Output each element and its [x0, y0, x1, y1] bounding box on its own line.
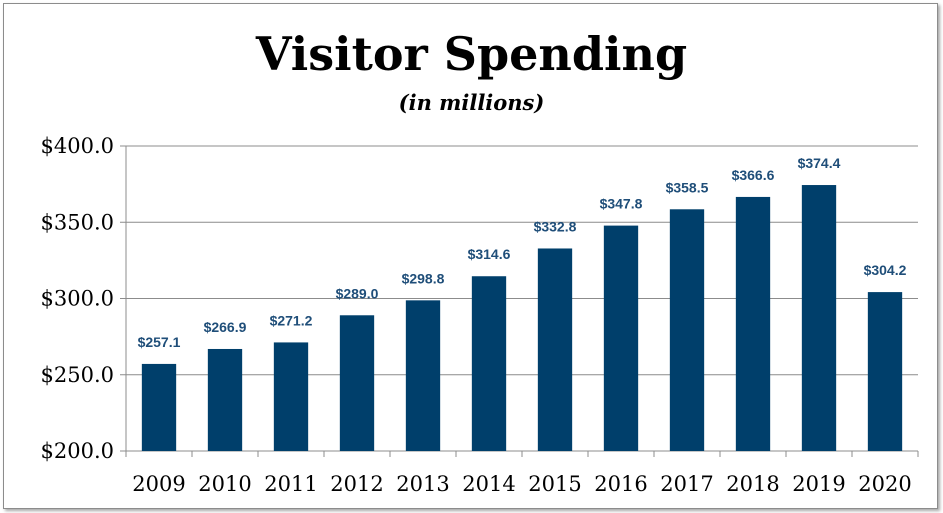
- data-label: $314.6: [468, 246, 511, 262]
- bar: [669, 209, 705, 451]
- bar: [735, 196, 771, 451]
- chart-subtitle: (in millions): [398, 90, 545, 115]
- x-tick-label: 2018: [726, 472, 779, 496]
- bar: [405, 300, 441, 451]
- data-label: $298.8: [402, 270, 445, 286]
- x-tick-label: 2015: [528, 472, 581, 496]
- x-tick-label: 2020: [858, 472, 911, 496]
- bar: [207, 348, 243, 451]
- y-tick-label: $350.0: [41, 210, 114, 234]
- axes: [125, 146, 919, 457]
- data-label: $289.0: [336, 285, 379, 301]
- bar: [141, 363, 177, 451]
- data-label: $332.8: [534, 218, 577, 234]
- y-tick-label: $250.0: [41, 363, 114, 387]
- x-tick-label: 2014: [462, 472, 515, 496]
- bar: [603, 225, 639, 451]
- x-tick-label: 2011: [264, 472, 317, 496]
- bar: [801, 185, 837, 452]
- data-label: $304.2: [864, 262, 907, 278]
- data-label: $374.4: [798, 155, 841, 171]
- y-tick-label: $200.0: [41, 439, 114, 463]
- y-tick-label: $300.0: [41, 287, 114, 311]
- chart-title: Visitor Spending: [255, 27, 688, 81]
- y-tick-label: $400.0: [41, 134, 114, 158]
- data-label: $271.2: [270, 312, 313, 328]
- x-tick-label: 2010: [198, 472, 251, 496]
- y-tick-labels: $200.0 $250.0 $300.0 $350.0 $400.0: [41, 134, 114, 463]
- bar: [273, 342, 309, 451]
- x-tick-label: 2016: [594, 472, 647, 496]
- x-tick-label: 2017: [660, 472, 713, 496]
- data-label: $366.6: [732, 167, 775, 183]
- x-tick-label: 2019: [792, 472, 845, 496]
- data-label: $347.8: [600, 196, 643, 212]
- x-tick-label: 2009: [132, 472, 185, 496]
- gridlines: [120, 145, 918, 452]
- data-label: $266.9: [204, 319, 247, 335]
- data-label: $358.5: [666, 179, 709, 195]
- bar: [339, 315, 375, 451]
- data-label: $257.1: [138, 334, 181, 350]
- x-tick-labels: 2009 2010 2011 2012 2013 2014 2015 2016 2017 2018…: [132, 472, 911, 496]
- bars: [141, 185, 903, 452]
- bar: [867, 292, 903, 451]
- data-labels: $257.1 $266.9 $271.2 $289.0 $298.8 $314.6 $332…: [138, 155, 907, 350]
- bar: [471, 276, 507, 451]
- x-tick-label: 2012: [330, 472, 383, 496]
- x-tick-label: 2013: [396, 472, 449, 496]
- bar: [537, 248, 573, 451]
